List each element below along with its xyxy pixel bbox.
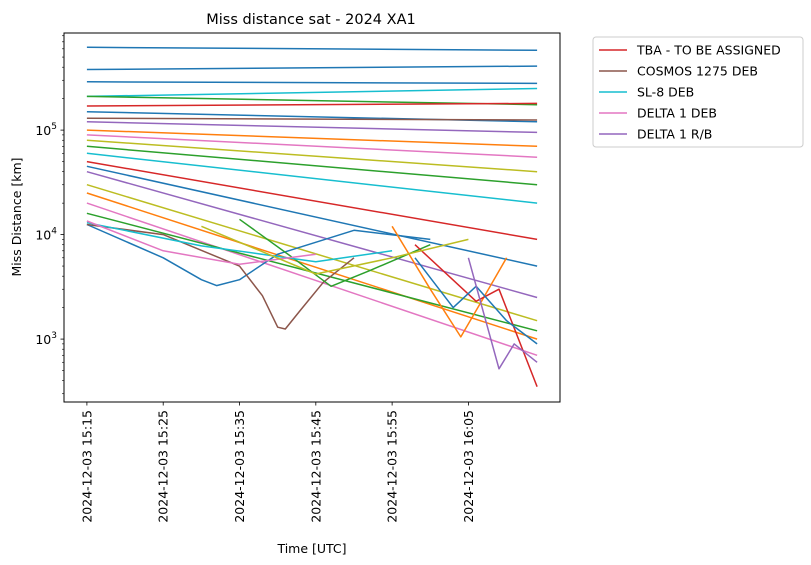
x-tick-label: 2024-12-03 15:25 [156, 410, 171, 523]
legend-label: DELTA 1 R/B [637, 127, 712, 142]
series-line-28 [86, 220, 316, 266]
series-line-25 [414, 244, 538, 387]
legend-label: SL-8 DEB [637, 85, 694, 100]
x-tick-label: 2024-12-03 15:35 [232, 410, 247, 523]
series-line-27 [86, 221, 393, 263]
series-line-19 [86, 202, 538, 357]
series-line-5 [86, 102, 538, 107]
legend-frame [592, 36, 804, 148]
series-line-22 [86, 223, 355, 330]
series-line-18 [86, 192, 538, 340]
series-line-12 [86, 145, 538, 186]
x-tick-label: 2024-12-03 15:55 [385, 410, 400, 523]
plot-area [63, 32, 561, 403]
x-axis-label: Time [UTC] [276, 541, 346, 556]
series-line-24 [391, 225, 508, 338]
x-axis: 2024-12-03 15:15 2024-12-03 15:25 2024-12-… [79, 402, 476, 523]
series-line-17 [86, 183, 538, 322]
y-tick-label: 103 [35, 331, 57, 347]
chart-title: Miss distance sat - 2024 XA1 [206, 12, 415, 28]
series-line-13 [86, 152, 538, 204]
series-line-9 [86, 129, 538, 148]
series-line-10 [86, 134, 538, 158]
x-tick-label: 2024-12-03 16:05 [461, 410, 476, 523]
series-line-2 [86, 81, 538, 85]
series-line-15 [86, 165, 538, 267]
y-axis-label: Miss Distance [km] [9, 157, 24, 276]
legend-label: DELTA 1 DEB [637, 106, 717, 121]
legend-label: TBA - TO BE ASSIGNED [636, 43, 781, 58]
series-line-0 [86, 46, 538, 52]
legend-entries: TBA - TO BE ASSIGNED COSMOS 1275 DEB SL-8 … [599, 43, 781, 142]
series-line-23 [239, 218, 431, 288]
plot-frame [63, 32, 561, 403]
legend-label: COSMOS 1275 DEB [637, 64, 758, 79]
series-line-14 [86, 160, 538, 241]
series-line-3 [86, 87, 538, 98]
series-line-1 [86, 65, 538, 71]
y-axis: 103 104 105 [35, 35, 64, 395]
x-tick-label: 2024-12-03 15:45 [308, 410, 323, 523]
series-line-11 [86, 139, 538, 173]
series-line-30 [467, 257, 538, 370]
series-line-29 [201, 225, 469, 275]
series-line-21 [86, 223, 431, 287]
y-tick-label: 105 [35, 122, 57, 138]
legend: TBA - TO BE ASSIGNED COSMOS 1275 DEB SL-8 … [592, 36, 804, 148]
y-tick-label: 104 [35, 227, 57, 243]
x-tick-label: 2024-12-03 15:15 [79, 410, 94, 523]
series-layer [86, 46, 538, 387]
series-line-16 [86, 170, 538, 299]
series-line-7 [86, 117, 538, 121]
series-line-8 [86, 121, 538, 134]
